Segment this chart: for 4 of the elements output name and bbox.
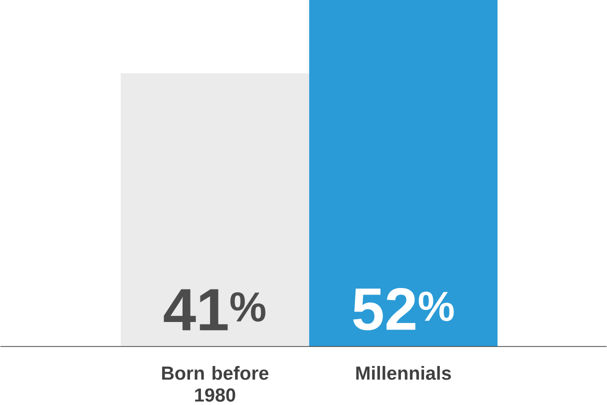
data-label: 52$^{%}$ xyxy=(353,288,454,330)
data-label: 41$^{%}$ xyxy=(164,289,266,330)
x-tick-label: Millennials xyxy=(356,366,451,380)
x-tick-label: Born before 1980 xyxy=(162,366,268,402)
